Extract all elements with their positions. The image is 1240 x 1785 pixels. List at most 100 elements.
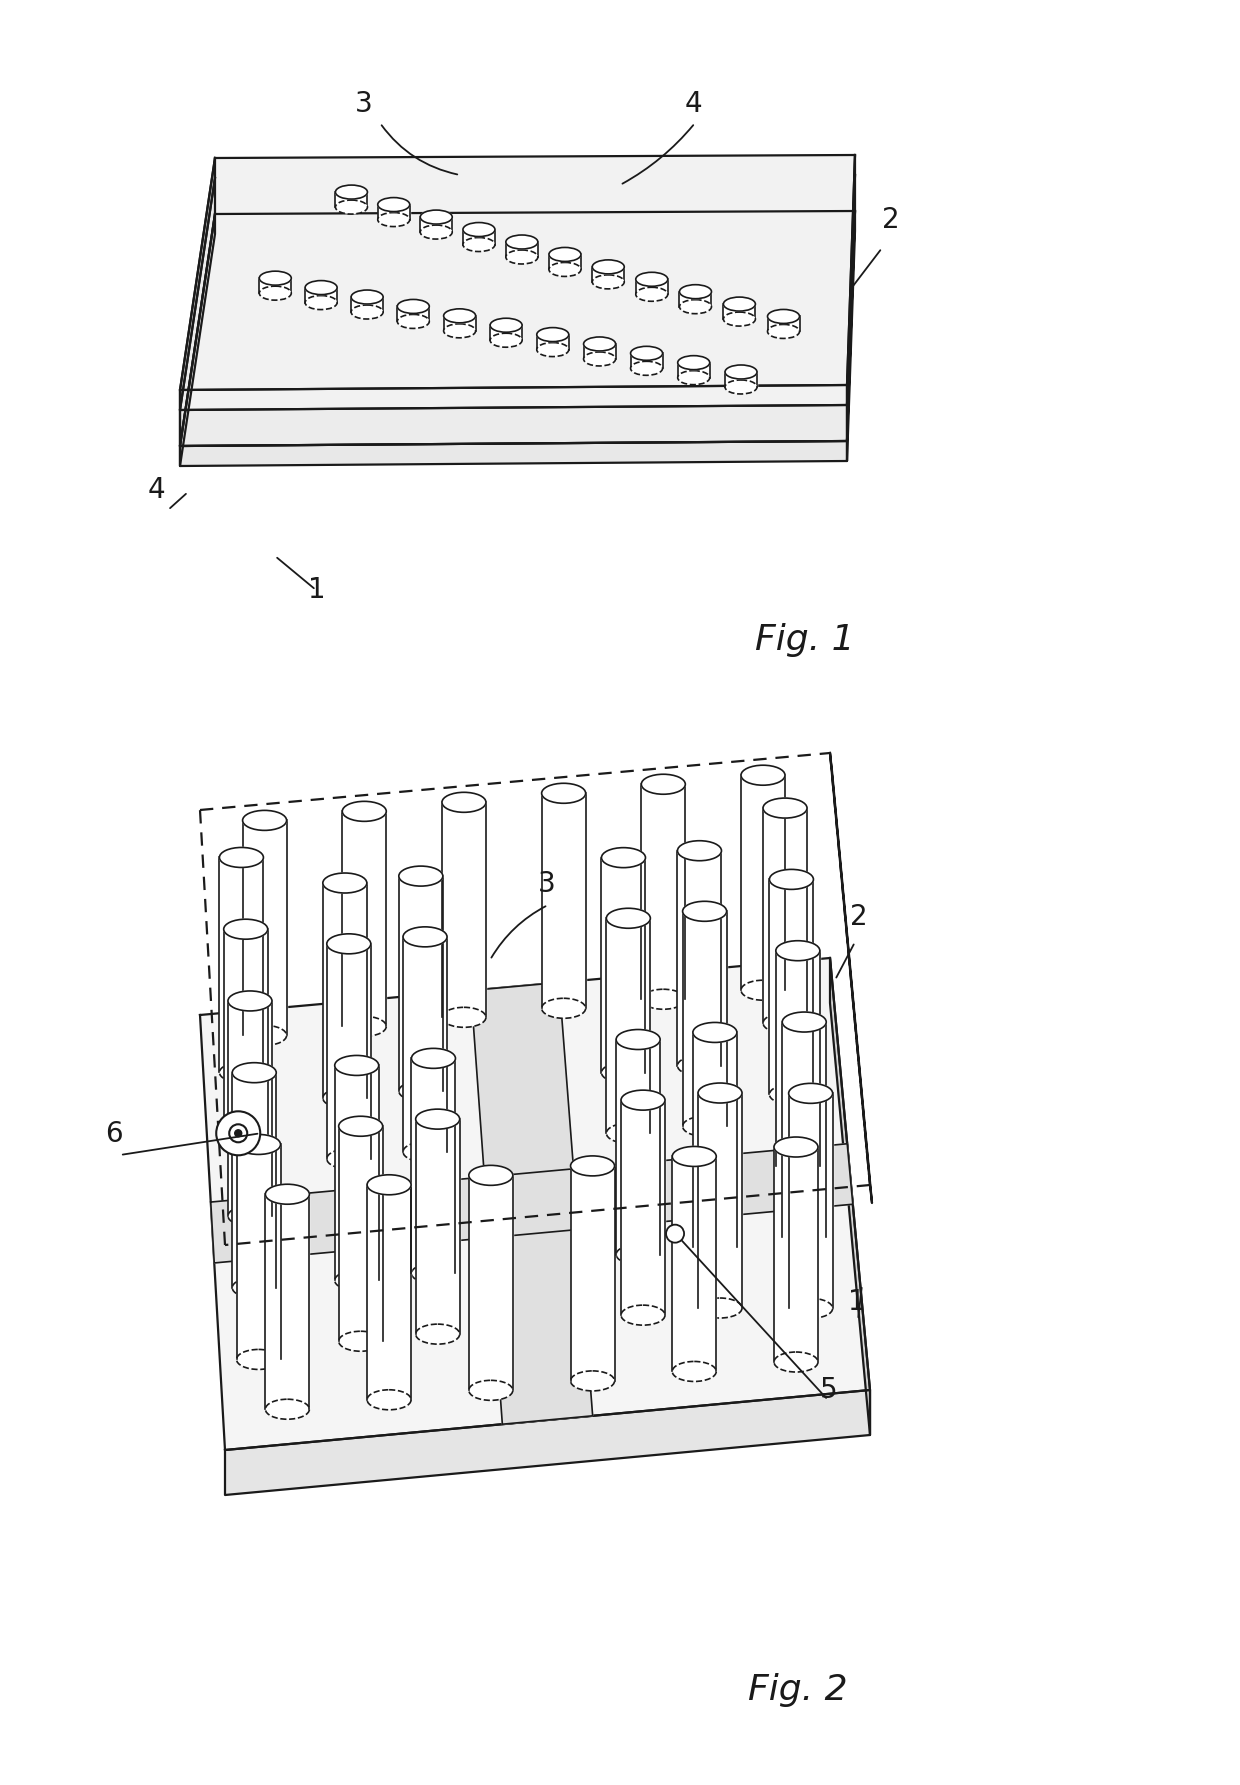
Polygon shape bbox=[847, 155, 856, 405]
Ellipse shape bbox=[335, 1055, 378, 1075]
Ellipse shape bbox=[397, 314, 429, 328]
Polygon shape bbox=[180, 178, 215, 446]
Ellipse shape bbox=[237, 1135, 280, 1155]
Polygon shape bbox=[621, 1100, 665, 1316]
Polygon shape bbox=[830, 753, 872, 1203]
Ellipse shape bbox=[763, 1014, 807, 1034]
Ellipse shape bbox=[570, 1157, 615, 1176]
Ellipse shape bbox=[441, 1007, 486, 1028]
Ellipse shape bbox=[444, 309, 476, 323]
Ellipse shape bbox=[636, 287, 668, 302]
Polygon shape bbox=[542, 793, 585, 1009]
Ellipse shape bbox=[641, 989, 686, 1009]
Text: 1: 1 bbox=[308, 577, 326, 603]
Polygon shape bbox=[641, 784, 686, 1000]
Polygon shape bbox=[680, 291, 712, 307]
Ellipse shape bbox=[606, 1123, 650, 1142]
Polygon shape bbox=[469, 1175, 513, 1391]
Text: 4: 4 bbox=[684, 89, 703, 118]
Ellipse shape bbox=[698, 1083, 742, 1103]
Polygon shape bbox=[537, 334, 569, 350]
Polygon shape bbox=[399, 876, 443, 1091]
Ellipse shape bbox=[335, 1271, 378, 1291]
Polygon shape bbox=[601, 857, 646, 1073]
Ellipse shape bbox=[584, 352, 615, 366]
Polygon shape bbox=[367, 1185, 412, 1399]
Ellipse shape bbox=[631, 361, 662, 375]
Polygon shape bbox=[768, 316, 800, 332]
Polygon shape bbox=[490, 325, 522, 341]
Polygon shape bbox=[830, 959, 870, 1435]
Ellipse shape bbox=[601, 1062, 646, 1083]
Ellipse shape bbox=[698, 1298, 742, 1317]
Ellipse shape bbox=[672, 1146, 717, 1166]
Polygon shape bbox=[693, 1032, 737, 1248]
Polygon shape bbox=[265, 1194, 310, 1408]
Polygon shape bbox=[180, 405, 847, 446]
Polygon shape bbox=[180, 214, 215, 466]
Ellipse shape bbox=[305, 280, 337, 295]
Polygon shape bbox=[420, 218, 453, 232]
Polygon shape bbox=[742, 775, 785, 991]
Polygon shape bbox=[471, 982, 593, 1424]
Ellipse shape bbox=[403, 1142, 448, 1162]
Ellipse shape bbox=[542, 784, 585, 803]
Ellipse shape bbox=[621, 1305, 665, 1324]
Ellipse shape bbox=[770, 869, 813, 889]
Ellipse shape bbox=[420, 225, 453, 239]
Polygon shape bbox=[677, 851, 722, 1066]
Ellipse shape bbox=[774, 1137, 818, 1157]
Polygon shape bbox=[847, 175, 856, 441]
Polygon shape bbox=[237, 1144, 280, 1360]
Polygon shape bbox=[606, 917, 650, 1133]
Ellipse shape bbox=[678, 355, 709, 369]
Ellipse shape bbox=[228, 991, 272, 1010]
Ellipse shape bbox=[228, 1207, 272, 1226]
Ellipse shape bbox=[725, 380, 756, 394]
Polygon shape bbox=[782, 1023, 826, 1237]
Polygon shape bbox=[232, 1073, 277, 1287]
Ellipse shape bbox=[763, 798, 807, 818]
Ellipse shape bbox=[680, 300, 712, 314]
Ellipse shape bbox=[616, 1244, 660, 1264]
Polygon shape bbox=[678, 362, 709, 378]
Ellipse shape bbox=[378, 212, 409, 227]
Ellipse shape bbox=[342, 1016, 387, 1037]
Ellipse shape bbox=[606, 909, 650, 928]
Polygon shape bbox=[723, 303, 755, 320]
Ellipse shape bbox=[469, 1166, 513, 1185]
Ellipse shape bbox=[327, 934, 371, 953]
Ellipse shape bbox=[367, 1175, 412, 1194]
Ellipse shape bbox=[403, 926, 448, 946]
Ellipse shape bbox=[584, 337, 615, 352]
Ellipse shape bbox=[542, 998, 585, 1017]
Ellipse shape bbox=[682, 901, 727, 921]
Polygon shape bbox=[180, 386, 847, 411]
Polygon shape bbox=[763, 809, 807, 1023]
Ellipse shape bbox=[742, 766, 785, 785]
Polygon shape bbox=[631, 353, 662, 368]
Circle shape bbox=[229, 1125, 247, 1142]
Ellipse shape bbox=[339, 1332, 383, 1351]
Ellipse shape bbox=[549, 262, 582, 277]
Polygon shape bbox=[725, 371, 756, 387]
Polygon shape bbox=[403, 937, 448, 1151]
Polygon shape bbox=[774, 1148, 818, 1362]
Polygon shape bbox=[506, 243, 538, 257]
Ellipse shape bbox=[641, 775, 686, 794]
Ellipse shape bbox=[677, 1055, 722, 1076]
Ellipse shape bbox=[444, 323, 476, 337]
Polygon shape bbox=[593, 268, 624, 282]
Ellipse shape bbox=[463, 223, 495, 237]
Polygon shape bbox=[415, 1119, 460, 1333]
Ellipse shape bbox=[265, 1183, 310, 1205]
Ellipse shape bbox=[351, 305, 383, 320]
Polygon shape bbox=[327, 944, 371, 1158]
Ellipse shape bbox=[367, 1391, 412, 1410]
Ellipse shape bbox=[768, 325, 800, 339]
Polygon shape bbox=[342, 812, 387, 1026]
Ellipse shape bbox=[725, 364, 756, 378]
Ellipse shape bbox=[680, 284, 712, 298]
Ellipse shape bbox=[232, 1062, 277, 1083]
Ellipse shape bbox=[506, 236, 538, 248]
